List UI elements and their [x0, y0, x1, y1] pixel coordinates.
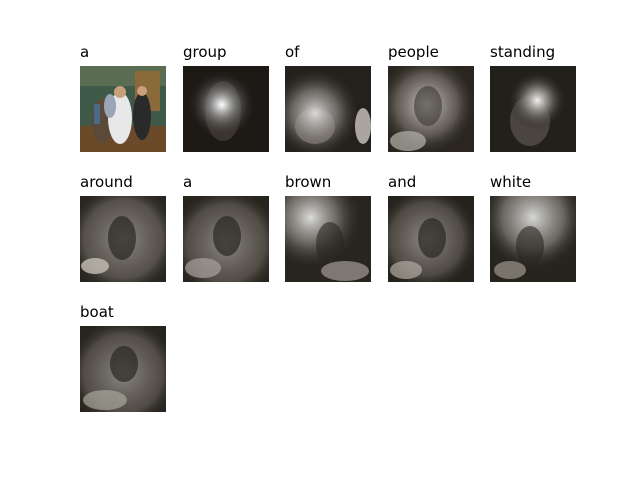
caption-word: and — [388, 173, 417, 191]
attention-map — [285, 66, 371, 152]
attention-map — [183, 196, 269, 282]
word-cell: group — [183, 42, 293, 162]
word-cell: standing — [490, 42, 600, 162]
attention-map — [285, 196, 371, 282]
caption-word: white — [490, 173, 532, 191]
caption-word: of — [285, 43, 300, 61]
word-cell: and — [388, 172, 498, 292]
caption-word: group — [183, 43, 227, 61]
word-cell: a — [80, 42, 190, 162]
caption-word: a — [80, 43, 90, 61]
attention-map — [183, 66, 269, 152]
attention-map — [80, 196, 166, 282]
word-cell: people — [388, 42, 498, 162]
caption-word: standing — [490, 43, 556, 61]
attention-map — [80, 326, 166, 412]
word-cell: white — [490, 172, 600, 292]
original-photo — [80, 66, 166, 152]
caption-word: boat — [80, 303, 114, 321]
word-cell: a — [183, 172, 293, 292]
caption-word: around — [80, 173, 133, 191]
caption-word: a — [183, 173, 193, 191]
attention-map — [490, 196, 576, 282]
attention-map — [388, 196, 474, 282]
word-cell: brown — [285, 172, 395, 292]
word-cell: boat — [80, 302, 190, 422]
caption-word: brown — [285, 173, 332, 191]
attention-map — [388, 66, 474, 152]
attention-map — [490, 66, 576, 152]
word-cell: around — [80, 172, 190, 292]
word-cell: of — [285, 42, 395, 162]
caption-word: people — [388, 43, 439, 61]
